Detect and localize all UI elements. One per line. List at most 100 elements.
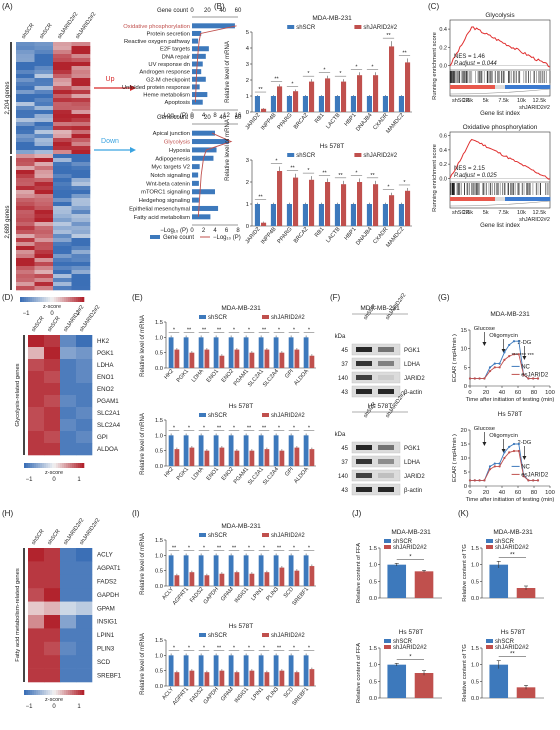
subplot-title: MDA-MB-231 (490, 311, 530, 318)
heatmap-cell (44, 431, 61, 444)
y-axis-title: Relative level of mRNA (225, 41, 231, 103)
heatmap-cell (34, 238, 54, 243)
heatmap-cell (16, 250, 35, 255)
x-tick-label: SCD (283, 686, 295, 699)
heatmap-cell (53, 218, 72, 223)
rank-cell (537, 197, 541, 201)
heatmap-cell (34, 166, 54, 171)
blot-band (356, 375, 372, 380)
significance-label: * (307, 71, 310, 77)
legend-label: NC (521, 464, 530, 470)
heatmap-cell (34, 74, 54, 79)
heatmap-cell (34, 194, 54, 199)
x-tick-label: LACTB (325, 226, 341, 244)
heatmap-cell (76, 588, 93, 602)
es-line-point (483, 479, 486, 482)
y-tick-label: 2 (246, 78, 249, 84)
bar-shSCR (168, 555, 174, 586)
gene-label: HK2 (97, 338, 110, 345)
heatmap-cell (71, 142, 91, 147)
heatmap-cell (71, 106, 91, 111)
x-tick-label: SREBF1 (291, 686, 310, 707)
bar-shJARID2 (325, 182, 331, 226)
es-line-point (532, 377, 535, 380)
nc-line-point (488, 465, 492, 468)
heatmap-cell (28, 561, 45, 576)
heatmap-cell (53, 170, 72, 175)
heatmap-cell (34, 282, 54, 287)
rank-cell (517, 197, 521, 201)
heatmap-cell (44, 641, 61, 656)
protein-label: LDHA (404, 362, 420, 368)
panel-tag-I: (I) (132, 509, 140, 518)
rank-cell (507, 197, 511, 201)
injection-label: Oligomycin (489, 333, 518, 339)
blot-band (378, 445, 394, 450)
gene-label: ACLY (97, 552, 113, 559)
protein-label: JARID2 (404, 474, 425, 480)
bar-shSCR (286, 96, 292, 112)
heatmap-cell (28, 588, 45, 602)
enrichment-term-label: Hedgehog signaling (139, 198, 190, 204)
significance-label: * (233, 645, 236, 651)
bar-shSCR (228, 555, 234, 586)
y-tick-label: 1.5 (369, 546, 377, 552)
heatmap-cell (16, 82, 35, 87)
rank-cell (500, 197, 503, 201)
heatmap-cell (53, 174, 72, 179)
es-line-point (536, 479, 540, 482)
y-tick-label: 1.0 (155, 335, 163, 341)
heatmap-cell (76, 347, 93, 360)
colorbar-cell (70, 463, 73, 468)
bar-shJARID2 (309, 355, 315, 368)
heatmap-cell (60, 588, 77, 602)
heatmap-cell (71, 110, 91, 115)
heatmap-column-label: shSCR (21, 22, 36, 40)
heatmap-cell (53, 202, 72, 207)
x-tick-label: 10k (517, 98, 526, 104)
nc-line-point (503, 351, 506, 354)
colorbar-cell (40, 297, 43, 302)
heatmap-cell (71, 50, 91, 55)
bar-shJARID2 (249, 573, 255, 586)
colorbar-cell (44, 463, 47, 468)
x-tick-label: PLIN3 (265, 586, 280, 602)
phenotype-right-label: shJARID2#2 (519, 217, 550, 223)
bar-shSCR (273, 555, 279, 586)
bar-shSCR (303, 655, 309, 686)
es-line-point (527, 479, 530, 482)
x-tick-label: LDHA (191, 368, 205, 383)
heatmap-cell (53, 162, 72, 167)
heatmap-cell (44, 615, 61, 629)
heatmap-cell (28, 419, 45, 432)
heatmap-cell (16, 106, 35, 111)
colorbar-cell (72, 690, 75, 695)
rank-cell (462, 85, 466, 89)
blot-band (356, 445, 372, 450)
rank-cell (485, 85, 488, 89)
x-tick-label: 10k (517, 210, 526, 216)
bar-shSCR (366, 204, 372, 226)
heatmap-cell (60, 383, 77, 396)
bar-shSCR (303, 337, 309, 368)
bar-shSCR (398, 204, 404, 226)
injection-label: Glucose (474, 326, 495, 332)
count-bar (192, 46, 209, 52)
heatmap-cell (28, 615, 45, 629)
heatmap-cell (16, 242, 35, 247)
heatmap-cell (53, 50, 72, 55)
rank-cell (495, 85, 498, 89)
rank-cell (460, 197, 463, 201)
heatmap-cell (53, 258, 72, 263)
colorbar-cell (66, 463, 69, 468)
es-line-point (503, 358, 506, 361)
colorbar-cell (72, 297, 75, 302)
bar-shJARID2 (279, 567, 285, 586)
heatmap-cell (71, 134, 91, 139)
heatmap-cell (53, 270, 72, 275)
significance-label: * (188, 425, 191, 431)
significance-label: * (203, 545, 206, 551)
rank-cell (542, 197, 546, 201)
heatmap-cell (34, 226, 54, 231)
significance-label: * (339, 71, 342, 77)
